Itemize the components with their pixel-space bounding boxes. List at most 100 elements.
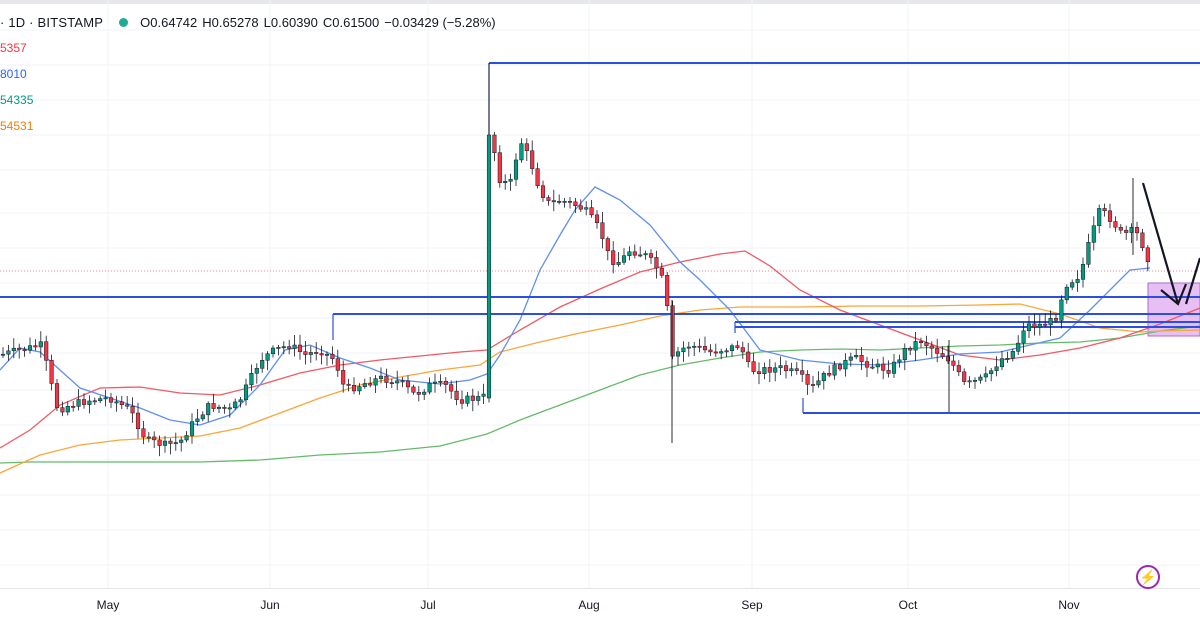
candle-body — [616, 262, 621, 265]
candle-body — [1032, 323, 1037, 328]
candle-body — [702, 346, 708, 351]
candle-body — [1075, 279, 1080, 283]
candle-body — [243, 384, 249, 401]
candle-body — [195, 418, 200, 422]
candle-body — [206, 403, 211, 416]
candle-body — [929, 345, 934, 349]
candle-body — [173, 442, 178, 444]
candle-body — [962, 371, 967, 382]
candle-body — [233, 401, 238, 409]
candle-body — [935, 348, 940, 354]
candle-body — [324, 353, 330, 356]
candle-body — [405, 380, 411, 388]
candle-body — [1145, 247, 1150, 263]
time-axis-label: May — [96, 598, 120, 612]
candle-body — [60, 407, 65, 413]
ema-blue-line — [0, 186, 1151, 426]
candle-body — [918, 341, 924, 343]
ma-value-green: 54335 — [0, 93, 34, 107]
candle-body — [362, 383, 367, 387]
candle-body — [459, 399, 465, 404]
candle-body — [81, 399, 87, 405]
candle-body — [157, 439, 162, 446]
candle-body — [692, 345, 697, 348]
candle-body — [49, 360, 54, 384]
candle-body — [708, 349, 713, 353]
symbol-label[interactable]: · 1D · BITSTAMP — [0, 14, 104, 30]
candle-body — [594, 214, 600, 223]
candle-body — [513, 159, 519, 180]
candle-body — [767, 367, 772, 373]
candle-body — [1016, 342, 1021, 352]
candle-body — [837, 364, 843, 370]
candle-body — [1048, 317, 1053, 326]
candle-body — [87, 400, 92, 405]
candle-body — [200, 414, 205, 420]
ma-value-blue: 8010 — [0, 67, 27, 81]
ema-green-line — [0, 325, 1200, 464]
candle-body — [740, 347, 745, 353]
candle-body — [983, 373, 988, 378]
candle-body — [870, 366, 875, 369]
tradingview-lightning-icon[interactable]: ⚡ — [1136, 565, 1160, 589]
up-arrow-drawing[interactable] — [1184, 257, 1200, 305]
candlestick-series[interactable] — [0, 63, 1150, 457]
candle-body — [146, 436, 151, 439]
time-axis-border — [0, 588, 1200, 589]
candle-body — [848, 356, 853, 361]
time-axis-label: Jul — [420, 598, 436, 612]
candle-body — [254, 368, 259, 374]
candle-body — [816, 380, 821, 386]
candle-body — [665, 275, 670, 306]
market-status-icon — [119, 17, 129, 27]
candle-body — [810, 384, 816, 386]
ema-orange-line — [0, 303, 1200, 474]
candle-body — [994, 366, 999, 371]
down-arrow-drawing[interactable] — [1141, 182, 1180, 305]
candle-body — [427, 382, 432, 393]
candle-body — [470, 395, 475, 401]
candle-body — [605, 238, 610, 251]
candle-body — [276, 347, 281, 349]
candle-body — [854, 355, 859, 358]
candle-body — [530, 150, 535, 169]
time-axis-label: Jun — [260, 598, 280, 612]
candle-body — [573, 201, 578, 207]
candle-body — [1021, 330, 1026, 344]
candle-body — [999, 358, 1005, 368]
candle-body — [697, 345, 702, 348]
candle-body — [314, 352, 319, 354]
candle-body — [38, 341, 43, 348]
candle-body — [524, 143, 529, 151]
candle-body — [395, 380, 400, 384]
candle-body — [643, 253, 648, 256]
candle-body — [1070, 282, 1075, 288]
candle-body — [800, 370, 805, 375]
candle-body — [891, 361, 897, 374]
candle-body — [211, 403, 216, 409]
candle-body — [130, 405, 135, 414]
candle-body — [778, 365, 783, 369]
candle-body — [508, 179, 513, 182]
candle-body — [648, 253, 654, 258]
candle-body — [1102, 208, 1107, 212]
candle-body — [945, 356, 951, 362]
candle-body — [821, 373, 826, 382]
candle-body — [827, 373, 832, 376]
candle-body — [1134, 227, 1140, 234]
candle-body — [335, 358, 340, 371]
candle-body — [1086, 242, 1091, 265]
candle-body — [119, 401, 124, 405]
candle-body — [551, 200, 556, 203]
horizontal-levels[interactable] — [0, 62, 1200, 414]
candle-body — [859, 355, 864, 362]
candle-body — [756, 371, 762, 374]
candle-body — [432, 381, 438, 384]
time-axis-label: Nov — [1058, 598, 1080, 612]
candle-body — [1043, 323, 1048, 326]
candle-body — [416, 392, 421, 395]
candle-body — [411, 386, 416, 393]
candle-body — [44, 341, 49, 361]
candle-body — [384, 375, 389, 383]
